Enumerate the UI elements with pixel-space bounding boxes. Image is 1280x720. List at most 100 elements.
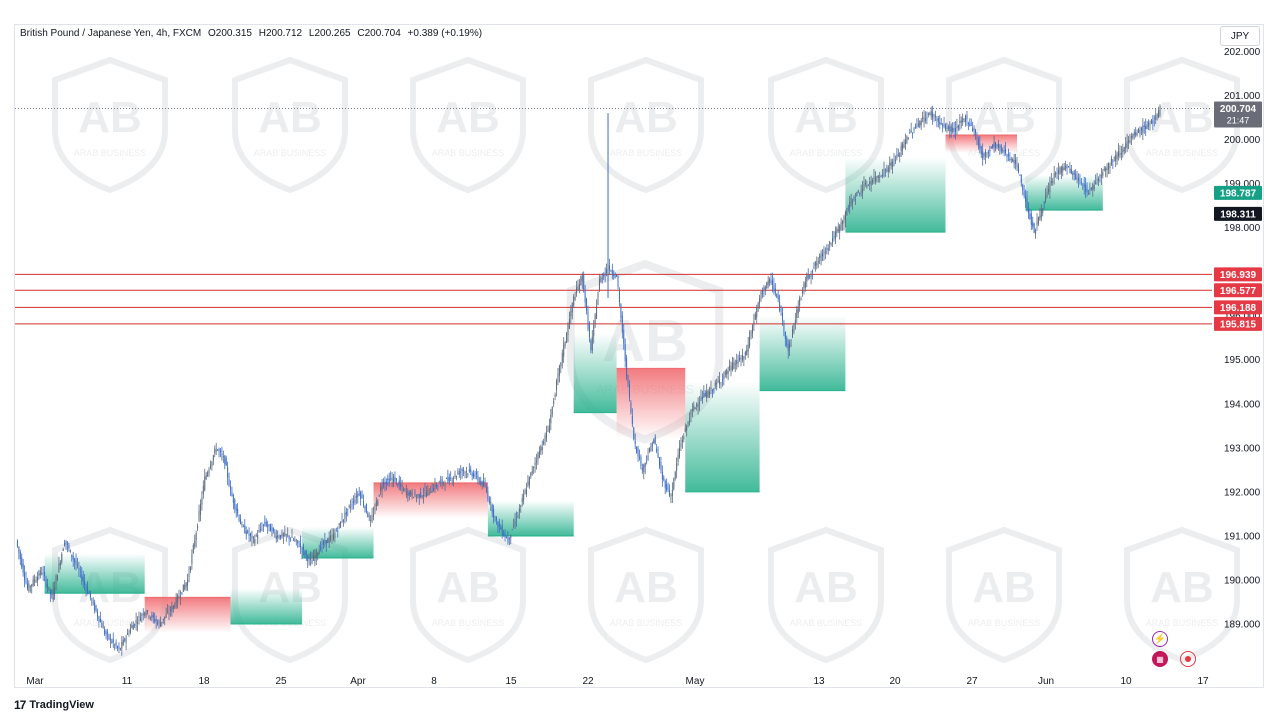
candle-body: [827, 248, 829, 251]
candle-body: [474, 475, 476, 477]
candle-body: [940, 123, 942, 124]
candle: [91, 597, 93, 606]
candle: [1032, 216, 1034, 230]
record-icon[interactable]: [1180, 651, 1196, 667]
candle-body: [904, 139, 906, 145]
y-tick-label: 190.000: [1224, 575, 1261, 586]
candle-body: [753, 320, 755, 326]
candle-body: [987, 152, 989, 154]
y-tick-label: 196.000: [1224, 311, 1261, 322]
candle: [837, 222, 839, 234]
candle: [61, 552, 63, 565]
candle-body: [56, 575, 58, 581]
candle: [806, 272, 808, 288]
candle: [1056, 167, 1058, 180]
calendar-icon[interactable]: ▦: [1152, 651, 1168, 667]
candle: [1076, 170, 1078, 184]
candle-body: [149, 617, 151, 618]
candle-body: [558, 365, 560, 376]
candle-body: [956, 125, 958, 129]
candle-body: [887, 167, 889, 172]
candle-body: [403, 489, 405, 491]
watermark-monogram: AB: [1150, 93, 1214, 142]
candle: [84, 574, 86, 591]
candle-body: [493, 508, 495, 517]
candle-body: [641, 467, 643, 471]
candle-body: [551, 406, 553, 415]
candle-body: [473, 473, 475, 477]
candle-body: [621, 315, 623, 333]
candle-body: [401, 485, 403, 487]
candle-body: [142, 613, 144, 615]
candle-body: [799, 298, 801, 306]
candle-body: [228, 479, 230, 487]
candle: [98, 615, 100, 628]
candle: [503, 529, 505, 537]
candle-body: [291, 536, 293, 538]
candle-body: [280, 535, 282, 539]
candle-body: [580, 276, 582, 285]
ohlc-close: C200.704: [357, 28, 401, 39]
candle: [577, 279, 579, 291]
tradingview-logo[interactable]: 17 TradingView: [14, 698, 94, 712]
candle-body: [780, 309, 782, 312]
candle: [105, 629, 107, 640]
candle: [65, 540, 67, 550]
candle: [992, 143, 994, 150]
candle-body: [892, 161, 894, 167]
candle-body: [919, 121, 921, 127]
candle-body: [787, 344, 789, 352]
candle: [378, 494, 380, 498]
candle: [470, 465, 472, 476]
candle: [217, 448, 219, 452]
candle-body: [1110, 158, 1112, 165]
candle-body: [689, 420, 691, 423]
candle: [357, 490, 359, 504]
candle: [995, 141, 997, 152]
candle: [760, 290, 762, 302]
candle: [797, 300, 799, 318]
candle-body: [879, 177, 881, 179]
candle: [598, 273, 600, 293]
candle-body: [997, 143, 999, 148]
candle: [873, 169, 875, 185]
candle: [197, 523, 199, 531]
candle-body: [51, 594, 53, 596]
candle-body: [1015, 159, 1017, 164]
candle: [201, 491, 203, 511]
candle: [1040, 204, 1042, 222]
candle-body: [643, 464, 645, 472]
candle: [218, 447, 220, 458]
candle-body: [929, 113, 931, 115]
currency-button[interactable]: JPY: [1220, 26, 1260, 46]
symbol-title[interactable]: British Pound / Japanese Yen, 4h, FXCM: [20, 28, 202, 39]
candle: [1159, 104, 1161, 118]
x-tick-label: 15: [505, 676, 517, 687]
candle: [693, 401, 695, 412]
candle-body: [763, 287, 765, 290]
candle: [541, 440, 543, 455]
candle: [154, 612, 156, 624]
lightning-icon[interactable]: ⚡: [1152, 631, 1168, 647]
candle: [526, 482, 528, 498]
candle: [515, 511, 518, 528]
candle: [962, 113, 964, 127]
candle-body: [380, 486, 382, 492]
candle: [739, 351, 741, 362]
candle: [1010, 156, 1012, 164]
candle: [121, 636, 123, 656]
candle-body: [85, 587, 87, 589]
candle: [673, 477, 675, 491]
candle-body: [664, 480, 666, 488]
candle: [1118, 143, 1120, 161]
candle-body: [1035, 229, 1037, 234]
candle-body: [538, 451, 540, 458]
candle-body: [729, 366, 731, 370]
candle: [282, 532, 284, 544]
candle-body: [278, 537, 280, 539]
candle: [824, 247, 826, 260]
candle: [1148, 119, 1150, 131]
candle-body: [1106, 166, 1108, 171]
